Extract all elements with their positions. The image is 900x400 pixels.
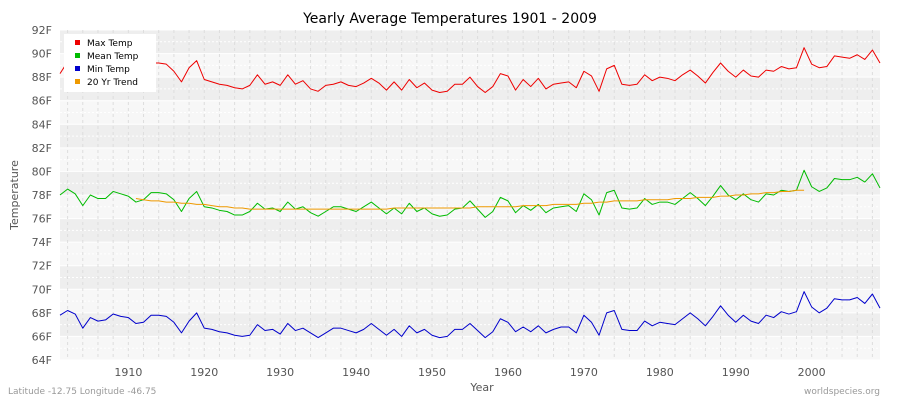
legend-label-min: Min Temp bbox=[87, 65, 130, 75]
y-tick-label: 64F bbox=[32, 354, 52, 367]
y-tick-label: 74F bbox=[32, 236, 52, 249]
x-tick-label: 1960 bbox=[494, 366, 522, 379]
legend: Max Temp Mean Temp Min Temp 20 Yr Trend bbox=[64, 34, 156, 92]
y-tick-label: 76F bbox=[32, 213, 52, 226]
y-tick-label: 86F bbox=[32, 95, 52, 108]
x-tick-label: 1970 bbox=[570, 366, 598, 379]
x-tick-label: 1940 bbox=[342, 366, 370, 379]
x-tick-label: 1920 bbox=[190, 366, 218, 379]
x-tick-label: 1990 bbox=[722, 366, 750, 379]
legend-label-max: Max Temp bbox=[87, 39, 133, 49]
y-tick-label: 66F bbox=[32, 330, 52, 343]
y-axis-label: Temperature bbox=[8, 160, 21, 231]
x-tick-label: 1950 bbox=[418, 366, 446, 379]
series-line-mean-temp bbox=[59, 169, 881, 218]
y-tick-label: 80F bbox=[32, 165, 52, 178]
chart-title: Yearly Average Temperatures 1901 - 2009 bbox=[302, 11, 597, 27]
y-tick-label: 90F bbox=[32, 48, 52, 61]
y-tick-label: 72F bbox=[32, 260, 52, 273]
x-tick-label: 1980 bbox=[646, 366, 674, 379]
legend-swatch-max bbox=[75, 40, 80, 45]
series-lines bbox=[59, 47, 881, 339]
series-line-min-temp bbox=[59, 291, 881, 339]
y-tick-label: 78F bbox=[32, 189, 52, 202]
series-line-20-yr-trend bbox=[135, 189, 805, 210]
y-tick-label: 88F bbox=[32, 71, 52, 84]
x-tick-label: 1910 bbox=[114, 366, 142, 379]
legend-swatch-mean bbox=[75, 53, 80, 58]
legend-label-mean: Mean Temp bbox=[87, 52, 139, 62]
x-tick-label: 2000 bbox=[798, 366, 826, 379]
y-tick-label: 92F bbox=[32, 24, 52, 37]
legend-label-trend: 20 Yr Trend bbox=[87, 78, 138, 88]
axis-ticks: 64F 66F 68F 70F 72F 74F 76F 78F 80F 82F 84F 86F 88F 9… bbox=[32, 24, 826, 379]
legend-swatch-trend bbox=[75, 79, 80, 84]
y-tick-label: 70F bbox=[32, 283, 52, 296]
x-tick-label: 1930 bbox=[266, 366, 294, 379]
x-axis-label: Year bbox=[469, 381, 494, 394]
footer-location: Latitude -12.75 Longitude -46.75 bbox=[8, 387, 156, 397]
series-line-max-temp bbox=[59, 47, 881, 93]
y-tick-label: 82F bbox=[32, 142, 52, 155]
legend-swatch-min bbox=[75, 66, 80, 71]
footer-source: worldspecies.org bbox=[804, 387, 880, 397]
y-tick-label: 68F bbox=[32, 307, 52, 320]
y-tick-label: 84F bbox=[32, 118, 52, 131]
